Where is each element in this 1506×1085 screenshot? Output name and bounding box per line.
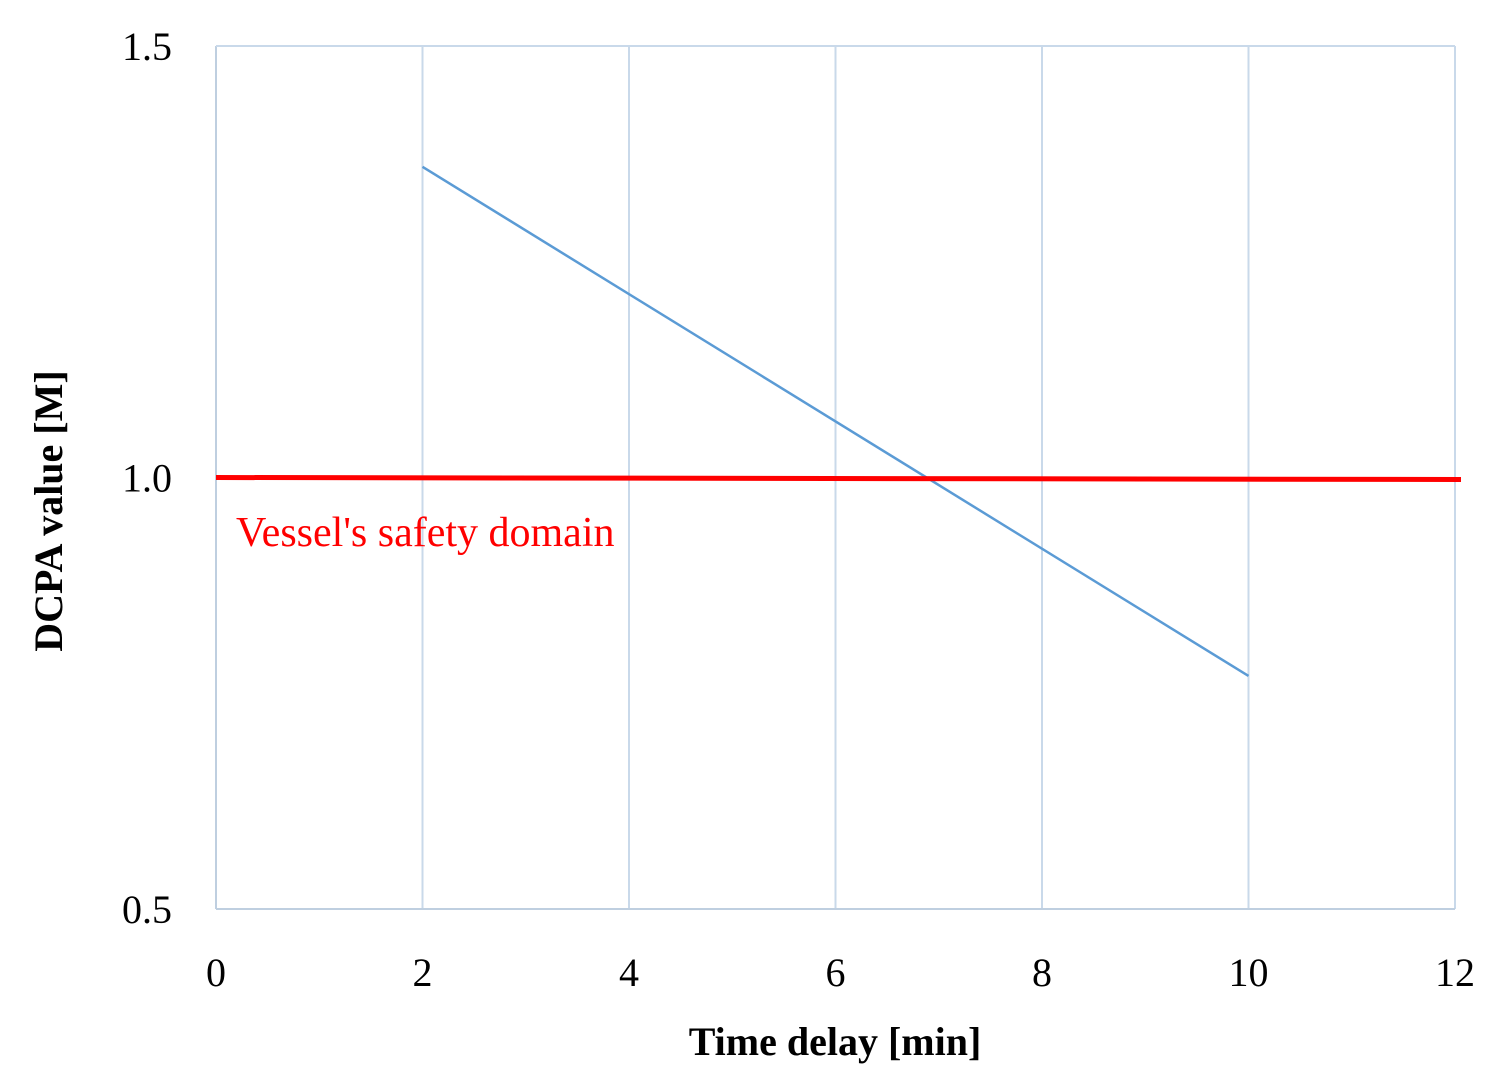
y-tick-label-0.5: 0.5 [122, 887, 172, 932]
x-tick-label-4: 4 [619, 950, 639, 995]
safety-domain-label: Vessel's safety domain [236, 510, 615, 556]
x-axis-title: Time delay [min] [689, 1019, 982, 1064]
x-tick-label-8: 8 [1032, 950, 1052, 995]
x-tick-label-6: 6 [826, 950, 846, 995]
y-tick-label-1.0: 1.0 [122, 456, 172, 501]
x-tick-label-2: 2 [413, 950, 433, 995]
series-line-0 [421, 165, 1250, 678]
x-tick-label-10: 10 [1229, 950, 1269, 995]
x-tick-label-0: 0 [206, 950, 226, 995]
x-tick-label-12: 12 [1435, 950, 1475, 995]
safety-domain-line [215, 475, 1462, 482]
tick-labels: 0 2 4 6 8 10 12 0.5 1.0 1.5 [122, 24, 1475, 995]
y-axis-title: DCPA value [M] [26, 370, 71, 651]
y-tick-label-1.5: 1.5 [122, 24, 172, 69]
reference-line-group [215, 475, 1462, 482]
data-series [421, 165, 1250, 678]
